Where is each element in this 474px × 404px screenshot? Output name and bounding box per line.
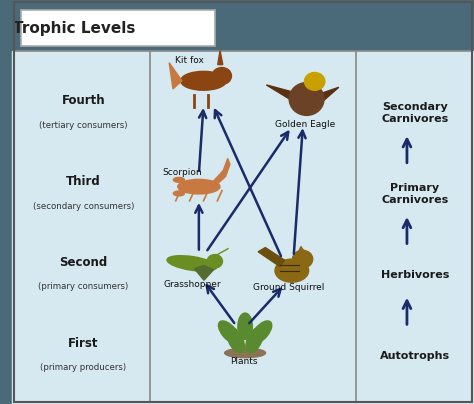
Ellipse shape xyxy=(228,328,245,353)
Text: (primary consumers): (primary consumers) xyxy=(38,282,128,291)
Text: Autotrophs: Autotrophs xyxy=(380,351,450,360)
Bar xyxy=(11,50,474,404)
Ellipse shape xyxy=(251,321,272,343)
FancyBboxPatch shape xyxy=(21,10,215,46)
Text: Kit fox: Kit fox xyxy=(175,56,204,65)
Circle shape xyxy=(304,72,325,90)
Text: Herbivores: Herbivores xyxy=(381,270,449,280)
Text: Trophic Levels: Trophic Levels xyxy=(13,21,135,36)
Circle shape xyxy=(292,250,313,268)
Ellipse shape xyxy=(275,259,309,282)
Bar xyxy=(11,0,474,50)
Text: Second: Second xyxy=(59,256,108,269)
Text: Ground Squirrel: Ground Squirrel xyxy=(253,283,325,292)
Text: First: First xyxy=(68,337,99,350)
Text: (tertiary consumers): (tertiary consumers) xyxy=(39,121,128,130)
Ellipse shape xyxy=(173,177,184,182)
Polygon shape xyxy=(258,248,284,267)
Text: (primary producers): (primary producers) xyxy=(40,363,127,372)
Ellipse shape xyxy=(225,348,265,358)
Text: Secondary
Carnivores: Secondary Carnivores xyxy=(381,102,448,124)
Polygon shape xyxy=(194,265,214,280)
Polygon shape xyxy=(218,50,223,65)
Text: Plants: Plants xyxy=(230,357,257,366)
Ellipse shape xyxy=(167,256,217,271)
Text: Fourth: Fourth xyxy=(62,95,105,107)
Text: Scorpion: Scorpion xyxy=(162,168,201,177)
Text: Primary
Carnivores: Primary Carnivores xyxy=(381,183,448,205)
Ellipse shape xyxy=(181,72,227,90)
Ellipse shape xyxy=(246,328,263,353)
Ellipse shape xyxy=(178,179,220,194)
Ellipse shape xyxy=(289,82,324,116)
Text: Third: Third xyxy=(66,175,100,188)
Polygon shape xyxy=(312,87,339,104)
Ellipse shape xyxy=(238,313,252,339)
Polygon shape xyxy=(169,63,182,89)
Text: Golden Eagle: Golden Eagle xyxy=(275,120,335,128)
Polygon shape xyxy=(266,85,301,101)
Circle shape xyxy=(212,67,231,84)
Polygon shape xyxy=(299,246,304,252)
Text: Grasshopper: Grasshopper xyxy=(163,280,221,289)
Polygon shape xyxy=(212,158,230,187)
Ellipse shape xyxy=(173,191,184,196)
Ellipse shape xyxy=(219,321,239,343)
Text: (secondary consumers): (secondary consumers) xyxy=(33,202,134,210)
Circle shape xyxy=(207,255,222,268)
